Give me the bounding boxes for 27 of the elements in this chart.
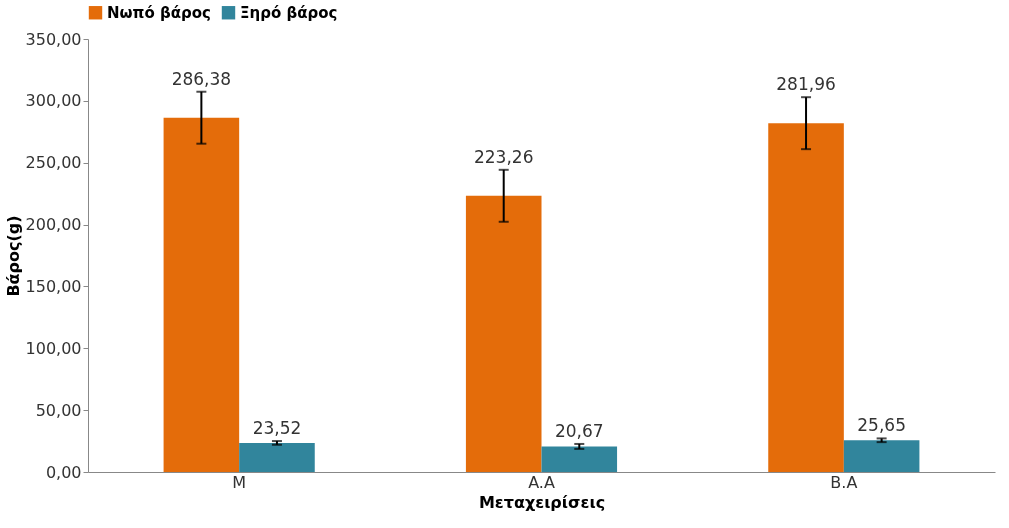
data-label: 25,65 — [857, 415, 906, 436]
bar — [768, 123, 844, 472]
x-tick-label: M — [232, 472, 247, 492]
bar — [541, 446, 618, 472]
y-tick-label: 50,00 — [35, 400, 82, 420]
bar — [465, 195, 542, 472]
data-label: 281,96 — [776, 74, 836, 95]
legend-label: Νωπό βάρος — [107, 3, 211, 22]
data-label: 23,52 — [252, 418, 302, 439]
x-axis-title: Μεταχειρίσεις — [478, 492, 606, 512]
data-label: 286,38 — [171, 68, 232, 89]
y-axis-title: Βάρος(g) — [3, 215, 23, 297]
bar — [239, 442, 315, 472]
y-tick-label: 350,00 — [25, 29, 82, 49]
y-tick-label: 250,00 — [25, 153, 82, 173]
x-tick-label: A.A — [528, 472, 555, 492]
y-tick-label: 100,00 — [25, 338, 82, 358]
bar — [163, 117, 240, 472]
y-tick-label: 300,00 — [25, 91, 82, 111]
y-tick-label: 0,00 — [45, 462, 82, 482]
legend-label: Ξηρό βάρος — [240, 3, 338, 22]
x-tick-label: B.A — [830, 472, 858, 492]
data-label: 20,67 — [554, 420, 604, 441]
y-tick-label: 150,00 — [25, 276, 82, 296]
y-tick-label: 200,00 — [25, 215, 82, 235]
data-label: 223,26 — [473, 146, 534, 167]
bar — [843, 440, 920, 472]
